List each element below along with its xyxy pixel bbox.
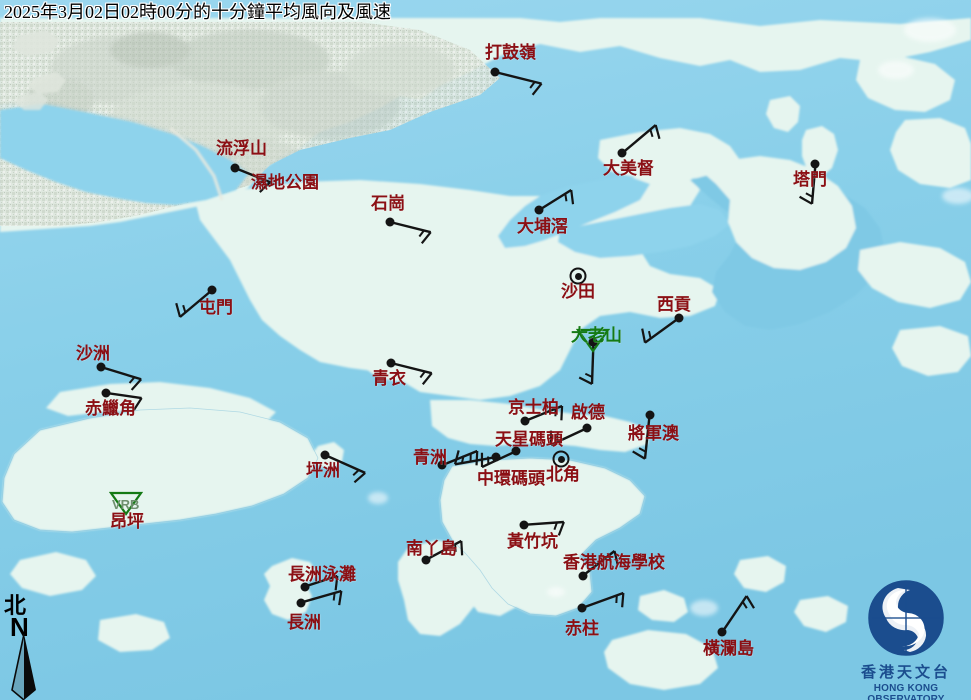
station-marker-dot: [577, 603, 587, 613]
station-label: 青衣: [372, 369, 406, 388]
station-label: 京士柏: [508, 398, 559, 417]
page-title: 2025年3月02日02時00分的十分鐘平均風向及風速: [4, 2, 391, 22]
station-marker-dot: [588, 337, 598, 347]
station-marker-dot: [674, 313, 684, 323]
station-label: 北角: [546, 465, 580, 484]
station-label: 橫瀾島: [703, 639, 754, 658]
station-label: 打鼓嶺: [485, 43, 536, 62]
north-arrow-icon: [11, 633, 36, 700]
station-label: 流浮山: [216, 139, 267, 158]
station-label: 長洲: [287, 613, 321, 632]
station-marker-dot: [300, 582, 310, 592]
logo-name-en: HONG KONG OBSERVATORY: [867, 683, 945, 700]
station-marker-dot: [810, 159, 820, 169]
station-label: 沙洲: [76, 344, 110, 363]
station-marker-dot: [534, 205, 544, 215]
station-label: 石崗: [371, 194, 405, 213]
station-marker-dot: [207, 285, 217, 295]
station-label: 塔門: [793, 170, 827, 189]
station-label: 將軍澳: [628, 424, 679, 443]
station-label: 中環碼頭: [477, 469, 545, 488]
station-marker-dot: [511, 446, 521, 456]
station-marker-dot: [421, 555, 431, 565]
station-marker-dot: [520, 416, 530, 426]
station-marker-dot: [96, 362, 106, 372]
station-label: 天星碼頭: [495, 430, 563, 449]
station-label: 坪洲: [306, 461, 340, 480]
variable-wind-text: VRB: [112, 497, 140, 512]
station-marker-dot: [385, 217, 395, 227]
station-marker-dot: [490, 67, 500, 77]
station-label: 長洲泳灘: [288, 565, 356, 584]
station-label: 濕地公園: [251, 173, 319, 192]
station-label: 西貢: [657, 295, 691, 314]
station-label: 大埔滘: [517, 217, 568, 236]
compass-label-cn: 北: [4, 593, 27, 618]
station-marker-dot: [320, 450, 330, 460]
station-label: 屯門: [199, 298, 233, 317]
station-marker-dot: [717, 627, 727, 637]
station-label: 啟德: [571, 403, 605, 422]
station-marker-dot: [386, 358, 396, 368]
hko-logo-icon: [868, 580, 944, 656]
station-marker-dot: [582, 423, 592, 433]
station-label: 赤鱲角: [85, 399, 136, 418]
calm-wind-symbol: [552, 450, 570, 468]
station-marker-dot: [617, 148, 627, 158]
station-label: 沙田: [561, 282, 595, 301]
station-marker-dot: [519, 520, 529, 530]
station-label: 大美督: [603, 159, 654, 178]
station-marker-dot: [101, 388, 111, 398]
calm-wind-symbol: [569, 267, 587, 285]
station-label: 黃竹坑: [507, 532, 558, 551]
station-marker-dot: [437, 460, 447, 470]
station-marker-dot: [230, 163, 240, 173]
title-bar: 2025年3月02日02時00分的十分鐘平均風向及風速: [0, 0, 971, 24]
station-label: 昂坪: [110, 512, 144, 531]
station-marker-dot: [645, 410, 655, 420]
station-label: 赤柱: [565, 619, 599, 638]
compass-rose: 北 N: [2, 588, 66, 700]
logo-name-cn: 香港天文台: [860, 665, 951, 681]
station-marker-dot: [296, 598, 306, 608]
station-marker-dot: [491, 452, 501, 462]
station-label: 大老山: [571, 326, 622, 345]
station-label: 青洲: [413, 448, 447, 467]
station-marker-dot: [578, 571, 588, 581]
hko-logo: 香港天文台 HONG KONG OBSERVATORY: [846, 578, 966, 700]
station-label: 香港航海學校: [563, 553, 665, 572]
station-label: 南丫島: [406, 539, 457, 558]
